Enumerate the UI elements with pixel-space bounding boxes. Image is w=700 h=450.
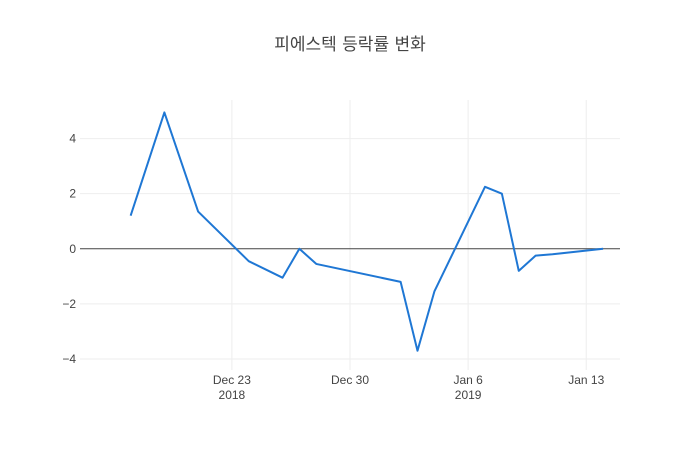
x-tick-sublabel-2: 2019 [455,388,482,402]
data-point[interactable] [127,212,135,220]
data-point[interactable] [430,287,438,295]
data-point[interactable] [194,208,202,216]
data-point[interactable] [160,108,168,116]
x-tick-label-1: Dec 30 [331,373,369,387]
data-point[interactable] [481,183,489,191]
y-tick-label-2: 0 [69,242,76,256]
grid-layer [80,100,620,370]
data-point[interactable] [498,190,506,198]
data-point[interactable] [295,245,303,253]
series-line-0[interactable] [129,111,604,352]
chart-title: 피에스텍 등락률 변화 [274,35,426,55]
data-point[interactable] [414,347,422,355]
y-tick-label-4: −4 [62,352,76,366]
y-tick-label-0: 4 [69,132,76,146]
series-layer [127,108,607,355]
data-point[interactable] [515,267,523,275]
x-tick-label-0: Dec 23 [213,373,251,387]
data-point[interactable] [549,250,557,258]
x-tick-label-2: Jan 6 [453,373,483,387]
data-point[interactable] [397,278,405,286]
data-point[interactable] [532,252,540,260]
y-tick-label-3: −2 [62,297,76,311]
data-point[interactable] [312,260,320,268]
y-tick-label-1: 2 [69,187,76,201]
data-point[interactable] [245,257,253,265]
data-point[interactable] [279,274,287,282]
x-tick-sublabel-0: 2018 [219,388,246,402]
x-tick-label-3: Jan 13 [568,373,604,387]
data-point[interactable] [599,245,607,253]
